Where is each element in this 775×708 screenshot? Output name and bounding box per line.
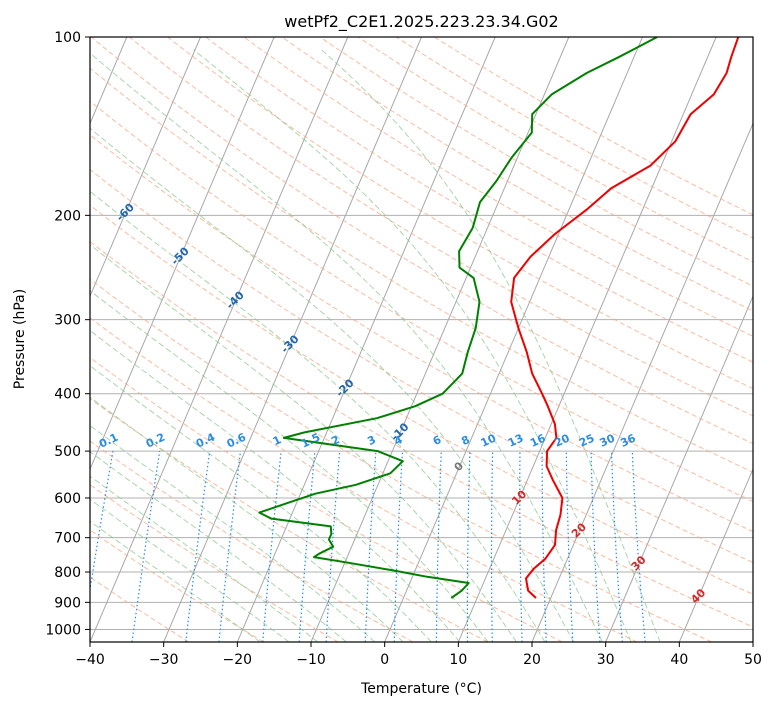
dry-adiabat-line — [357, 37, 753, 263]
isotherm-label: -80 — [4, 113, 27, 136]
moist-adiabat-line — [90, 451, 347, 642]
dry-adiabat-line — [90, 168, 753, 564]
isotherm-line — [605, 295, 753, 642]
moist-adiabat-line — [90, 244, 517, 642]
mixing-ratio-line — [131, 451, 161, 642]
mixing-ratio-label: 20 — [552, 431, 572, 449]
x-tick-label: 30 — [597, 652, 615, 668]
plot-background — [90, 37, 753, 642]
plot-area — [90, 37, 753, 642]
dry-adiabat-line — [205, 37, 753, 363]
dry-adiabat-line — [243, 37, 753, 337]
mixing-ratio-lines — [90, 450, 646, 642]
dry-adiabat-line — [90, 37, 753, 445]
dry-adiabat-line — [90, 134, 753, 533]
mixing-ratio-label: 13 — [506, 432, 525, 450]
dry-adiabat-line — [90, 278, 712, 642]
y-axis-title: Pressure (hPa) — [12, 289, 28, 389]
isotherm-line — [163, 37, 422, 642]
x-axis-title: Temperature (°C) — [360, 681, 482, 697]
grid-lines — [90, 37, 753, 630]
moist-adiabat-line — [193, 49, 632, 642]
moist-adiabat-line — [320, 49, 661, 642]
moist-adiabat-line — [90, 329, 461, 642]
moist-adiabat-line — [90, 475, 319, 642]
dewpoint-profile-line — [258, 37, 658, 599]
isotherm-line — [90, 37, 275, 471]
isotherm-line — [384, 37, 643, 642]
dry-adiabat-line — [396, 37, 753, 239]
dry-adiabat-line — [90, 240, 753, 628]
mixing-ratio-label: 36 — [618, 431, 638, 449]
mixing-ratio-label: 10 — [479, 431, 499, 449]
mixing-ratio-line — [218, 451, 242, 642]
y-tick-label: 400 — [54, 387, 81, 403]
dry-adiabat-line — [90, 484, 339, 642]
dry-adiabat-line — [90, 529, 264, 642]
y-tick-label: 800 — [54, 565, 81, 581]
mixing-ratio-label: 30 — [598, 431, 618, 449]
x-tick-label: 40 — [670, 652, 688, 668]
isotherm-line — [531, 122, 753, 642]
axes: −40 −30 −20 −10 0 10 20 30 40 50 100 200 300 400 500 60… — [45, 30, 762, 668]
isotherm-line — [236, 37, 496, 642]
isotherm-line — [752, 640, 753, 642]
dry-adiabat-line — [90, 317, 638, 642]
isotherm-line — [678, 467, 753, 642]
chart-title: wetPf2_C2E1.2025.223.23.34.G02 — [284, 12, 558, 32]
y-tick-label: 300 — [54, 313, 81, 329]
profiles — [258, 37, 740, 599]
moist-adiabat-line — [90, 396, 404, 642]
x-tick-label: 20 — [523, 652, 541, 668]
dry-adiabat-line — [129, 37, 753, 417]
temperature-profile-line — [510, 37, 740, 599]
moist-adiabat-line — [90, 520, 261, 642]
adiabats — [90, 37, 753, 642]
dry-adiabat-line — [90, 440, 414, 642]
dry-adiabat-line — [90, 204, 753, 595]
y-tick-label: 600 — [54, 491, 81, 507]
dry-adiabat-line — [281, 37, 753, 312]
y-tick-label: 200 — [54, 208, 81, 224]
mixing-ratio-label: 16 — [528, 431, 548, 449]
y-tick-label: 1000 — [45, 622, 81, 638]
moist-adiabat-line — [90, 52, 603, 642]
y-tick-label: 900 — [54, 595, 81, 611]
moist-adiabat-line — [90, 290, 489, 642]
isotherm-line — [90, 37, 201, 298]
x-tick-label: −40 — [75, 652, 105, 668]
dry-adiabat-line — [90, 67, 753, 473]
x-tick-label: 0 — [380, 652, 389, 668]
y-tick-label: 700 — [54, 531, 81, 547]
dry-adiabat-line — [90, 100, 753, 503]
isotherm-line — [90, 37, 349, 642]
mixing-ratio-line — [185, 451, 211, 642]
x-tick-label: −30 — [149, 652, 179, 668]
dry-adiabat-line — [167, 37, 753, 390]
x-tick-label: −20 — [223, 652, 253, 668]
moist-adiabat-line — [90, 127, 575, 642]
isotherm-line — [457, 37, 717, 642]
plot-frame — [89, 36, 754, 643]
y-tick-label: 100 — [54, 30, 81, 46]
isotherm-label: -70 — [59, 157, 82, 180]
y-tick-label: 500 — [54, 444, 81, 460]
moist-adiabat-line — [90, 365, 432, 642]
x-tick-label: 10 — [449, 652, 467, 668]
mixing-ratio-label: 25 — [577, 432, 596, 450]
moist-adiabat-line — [90, 424, 376, 642]
moist-adiabat-line — [90, 190, 546, 642]
mixing-ratio-line — [90, 450, 114, 594]
x-tick-label: 50 — [744, 652, 762, 668]
x-tick-label: −10 — [296, 652, 326, 668]
